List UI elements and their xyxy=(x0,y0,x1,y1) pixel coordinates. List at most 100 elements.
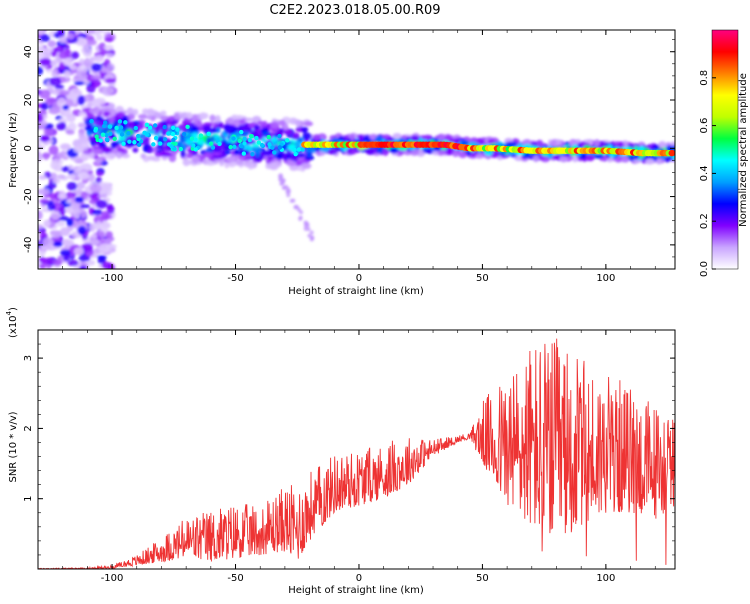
colorbar-ticks: 0.0 0.2 0.4 0.6 0.8 xyxy=(699,70,716,277)
heat-blob xyxy=(147,155,156,161)
heat-blob xyxy=(278,119,286,126)
heat-blob xyxy=(102,146,113,154)
heat-blob xyxy=(101,222,111,229)
heat-blob xyxy=(137,113,148,120)
ridge-blob xyxy=(242,141,247,146)
heat-blob xyxy=(141,139,150,146)
heat-blob xyxy=(299,210,304,215)
heat-blob xyxy=(86,112,95,118)
heat-blob xyxy=(110,141,117,149)
heat-blob xyxy=(51,69,58,75)
heat-blob xyxy=(58,206,66,216)
heat-blob xyxy=(78,254,89,262)
heat-blob xyxy=(652,156,658,161)
heat-blob xyxy=(38,210,43,221)
heat-blob xyxy=(189,126,200,132)
heat-blob xyxy=(74,81,85,86)
heat-blob xyxy=(289,155,299,161)
heat-blob xyxy=(278,177,283,182)
ridge-blob xyxy=(175,127,180,132)
heat-blob xyxy=(89,234,98,239)
snr-y-label: SNR (10 * v/v) xyxy=(8,411,19,482)
heat-blob xyxy=(298,215,303,220)
heat-blob xyxy=(121,153,130,159)
heat-blob xyxy=(132,108,139,116)
x-tick-label: -50 xyxy=(227,273,243,284)
heat-blob xyxy=(90,78,102,88)
heat-blob xyxy=(92,148,103,155)
heat-blob xyxy=(532,155,540,163)
heat-blob xyxy=(98,256,106,262)
snr-panel: -100 -50 0 50 100 1 2 3 Height of straight lin… xyxy=(5,307,676,596)
snr-scale-prefix: (x10 xyxy=(8,315,19,338)
heat-blob xyxy=(62,104,69,111)
heat-blob xyxy=(95,34,103,41)
heat-blob xyxy=(39,263,47,269)
y-tick-label: 1 xyxy=(23,496,34,502)
heat-blob xyxy=(127,121,135,130)
snr-line xyxy=(38,338,675,569)
heat-blob xyxy=(101,210,110,221)
heat-blob xyxy=(104,78,116,84)
heat-blob xyxy=(156,122,165,131)
ridge-blob xyxy=(232,144,237,150)
heat-blob xyxy=(95,220,102,230)
ridge-blob xyxy=(123,120,128,125)
heat-blob xyxy=(234,114,244,120)
heat-blob xyxy=(73,209,81,219)
ridge-blob xyxy=(249,134,254,139)
heat-blob xyxy=(42,237,54,248)
heat-blob xyxy=(535,139,544,147)
heat-blob xyxy=(67,259,79,267)
heat-blob xyxy=(116,111,125,118)
snr-scale-exponent: 4 xyxy=(5,310,13,315)
ridge-blob xyxy=(162,124,167,130)
ridge-blob xyxy=(254,135,259,141)
heat-blob xyxy=(313,134,321,142)
heat-blob xyxy=(101,67,110,73)
heat-blob xyxy=(369,134,377,139)
x-tick-label: -50 xyxy=(227,573,243,584)
heat-blob xyxy=(257,120,265,125)
heat-blob xyxy=(71,51,80,60)
heat-blob xyxy=(77,122,86,129)
ridge-blob xyxy=(100,132,106,137)
ridge-blob xyxy=(93,128,98,133)
heat-blob xyxy=(617,142,625,148)
heat-blob xyxy=(101,184,111,192)
ridge-blob xyxy=(89,118,94,124)
ridge-blob xyxy=(108,131,113,137)
heat-blob xyxy=(656,158,662,165)
heat-blob xyxy=(98,243,111,254)
heat-blob xyxy=(80,152,90,162)
heat-blob xyxy=(186,112,193,120)
heat-blob xyxy=(89,238,100,245)
heat-blob xyxy=(43,152,50,160)
heat-blob xyxy=(301,126,309,132)
heat-blob xyxy=(140,153,146,159)
heat-blob xyxy=(39,198,50,204)
ridge-blob xyxy=(114,125,119,131)
ridge-blob xyxy=(104,132,109,138)
ridge-blob xyxy=(101,123,107,129)
ridge-blob xyxy=(300,147,305,152)
heat-blob xyxy=(285,186,290,191)
heat-blob xyxy=(146,115,153,120)
y-tick-label: 0 xyxy=(23,145,34,151)
ridge-blob xyxy=(241,151,247,156)
heat-blob xyxy=(306,151,313,157)
heat-blob xyxy=(169,151,177,157)
x-tick-label: -100 xyxy=(101,573,124,584)
heat-blob xyxy=(284,129,293,135)
colorbar-tick-label: 0.6 xyxy=(699,118,710,134)
ridge-blob xyxy=(127,139,132,144)
heat-blob xyxy=(156,144,165,150)
ridge-blob xyxy=(152,123,158,128)
ridge-blob xyxy=(133,125,139,131)
heat-blob xyxy=(40,34,51,43)
chart-title: C2E2.2023.018.05.00.R09 xyxy=(269,3,440,18)
heat-blob xyxy=(289,164,298,171)
heat-blob xyxy=(47,40,57,48)
heat-blob xyxy=(280,179,285,184)
heat-blob xyxy=(327,148,338,155)
